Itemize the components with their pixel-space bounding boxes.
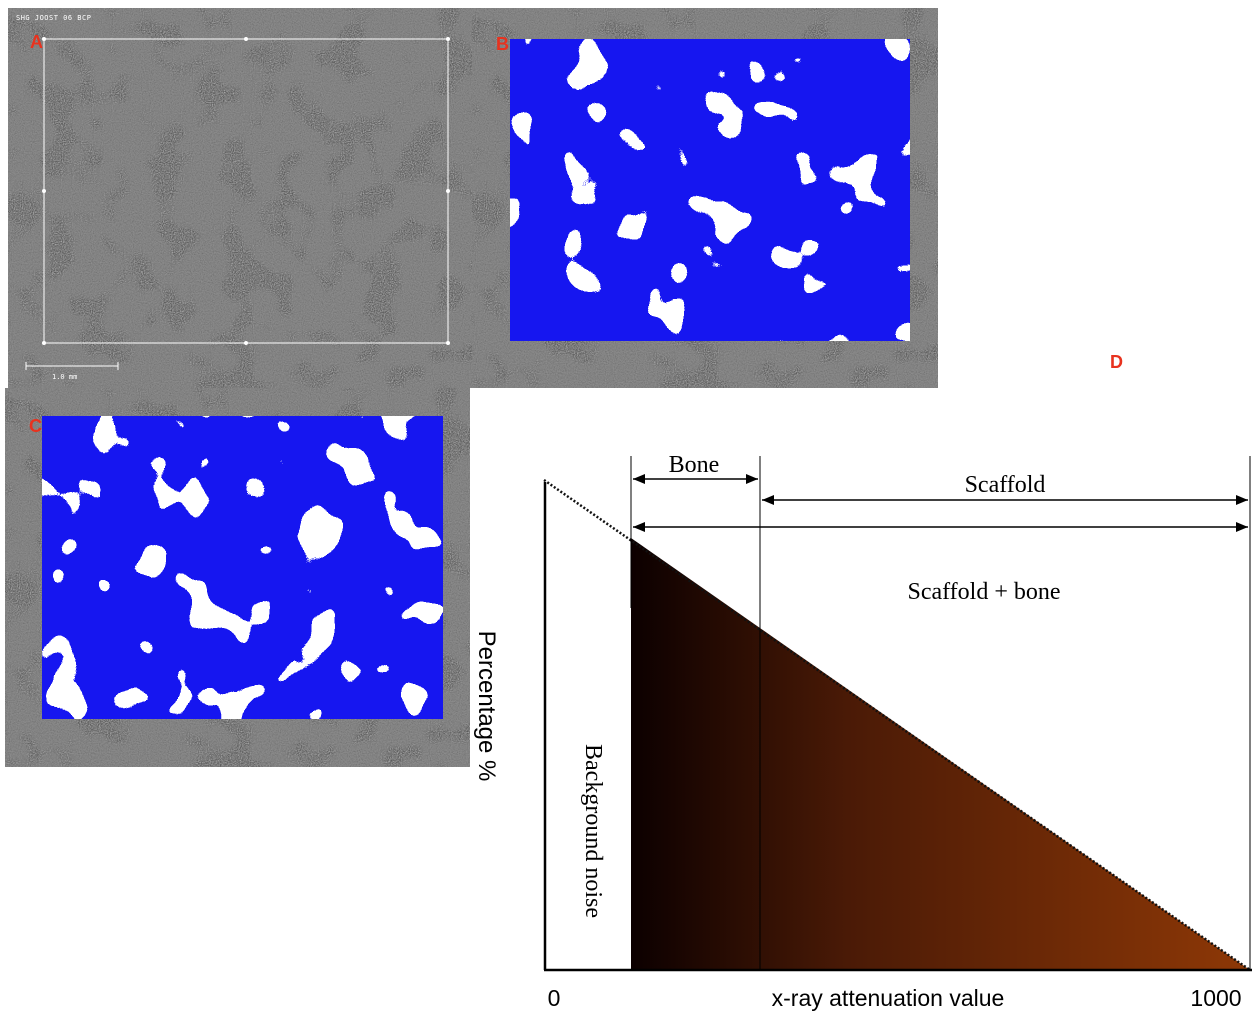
- panel-letter-c: C: [29, 416, 42, 436]
- distribution-line: [543, 478, 1251, 972]
- segmented-image-b: [472, 8, 938, 388]
- bone-label: Bone: [669, 452, 720, 478]
- panel-b-segmented: B: [472, 8, 938, 388]
- panel-c-segmented: C: [5, 388, 470, 767]
- scale-bar-label: 1.0 mm: [52, 373, 78, 381]
- panel-letter-a: A: [30, 32, 43, 52]
- y-axis-label: Percentage %: [473, 631, 500, 782]
- x-axis-label: x-ray attenuation value: [772, 985, 1005, 1011]
- panel-letter-d: D: [1110, 352, 1123, 372]
- scaffold-bone-range-arrow: [633, 522, 1248, 532]
- x-min-label: 0: [548, 985, 561, 1011]
- bone-range-arrow: [633, 474, 758, 484]
- scaffold-bone-label: Scaffold + bone: [907, 579, 1060, 605]
- background-noise-label: Background noise: [580, 744, 606, 918]
- panel-a-ct-slice: SHG JOOST 06 BCP 1.0 mm A: [8, 8, 472, 388]
- panel-letter-b: B: [496, 34, 509, 54]
- x-max-label: 1000: [1190, 985, 1241, 1011]
- attenuation-diagram: Bone Scaffold Scaffold + bone Background…: [473, 452, 1252, 1011]
- scan-header-text: SHG JOOST 06 BCP: [16, 14, 92, 22]
- scale-bar: [25, 362, 119, 370]
- ct-slice-image: [8, 8, 472, 388]
- scaffold-label: Scaffold: [965, 472, 1046, 498]
- segmented-image-c: [5, 388, 470, 767]
- scaffold-range-arrow: [762, 495, 1248, 505]
